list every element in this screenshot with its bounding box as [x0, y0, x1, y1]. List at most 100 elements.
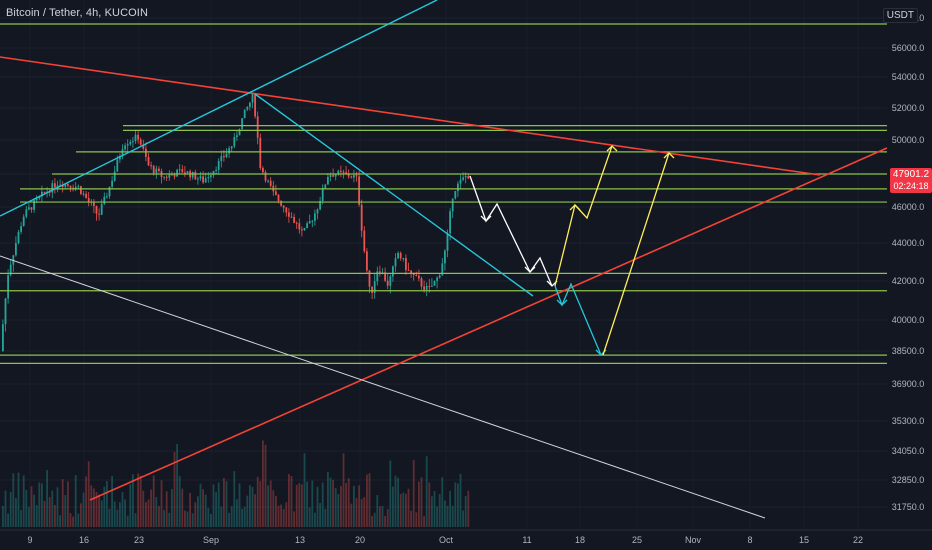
volume-bar	[306, 481, 308, 527]
candle-body	[43, 191, 46, 193]
volume-bar	[264, 444, 267, 527]
volume-bar	[332, 479, 334, 527]
volume-bar	[389, 460, 392, 527]
volume-bar	[139, 475, 142, 527]
candle-body	[319, 201, 321, 210]
price-tick-label: 44000.0	[892, 238, 925, 248]
volume-bar	[444, 500, 446, 527]
volume-bar	[98, 494, 100, 527]
volume-bar	[381, 505, 384, 527]
time-tick-label: Oct	[439, 535, 454, 545]
candle-body	[379, 271, 381, 273]
currency-button[interactable]: USDT	[882, 8, 918, 23]
volume-bar	[360, 498, 363, 527]
volume-bar	[9, 491, 12, 527]
candle-body	[342, 171, 345, 173]
candle-body	[93, 202, 95, 206]
volume-bar	[418, 481, 420, 527]
time-tick-label: 18	[575, 535, 585, 545]
time-tick-label: 8	[747, 535, 752, 545]
candle-body	[457, 183, 459, 192]
volume-bar	[22, 475, 25, 527]
last-price-value: 47901.2	[892, 169, 930, 180]
volume-bar	[282, 509, 285, 527]
candle-body	[207, 177, 210, 179]
candle-body	[334, 174, 337, 177]
symbol-title: Bitcoin / Tether, 4h, KUCOIN	[6, 7, 148, 19]
candle-body	[225, 153, 228, 158]
candle-body	[184, 172, 186, 174]
candle-body	[176, 169, 178, 177]
price-tick-label: 50000.0	[892, 135, 925, 145]
volume-bar	[256, 476, 259, 527]
time-tick-label: Sep	[203, 535, 219, 545]
arrow-head	[606, 145, 618, 152]
channel-upper-line	[0, 0, 438, 217]
candle-body	[366, 251, 368, 271]
volume-bar	[449, 490, 451, 527]
volume-bar	[17, 472, 20, 527]
volume-bar	[451, 505, 454, 527]
volume-bar	[197, 496, 199, 527]
candle-body	[145, 148, 147, 157]
volume-bar	[251, 487, 254, 527]
volume-bar	[173, 451, 176, 527]
time-axis: 9 16 23 Sep 13 20 Oct 11 18 25 Nov 8 15 22	[27, 535, 863, 545]
candle-body	[316, 209, 319, 214]
volume-bar	[184, 510, 186, 527]
volume-bar	[189, 493, 191, 527]
volume-bar	[80, 503, 82, 527]
volume-bar	[100, 500, 103, 527]
candle-body	[360, 204, 363, 231]
candle-body	[223, 156, 225, 158]
candle-body	[282, 205, 285, 208]
candle-body	[30, 207, 33, 210]
volume-bar	[56, 487, 59, 527]
candle-body	[428, 285, 431, 287]
time-tick-label: 15	[799, 535, 809, 545]
trend-lines	[0, 0, 888, 519]
volume-bar	[295, 484, 298, 527]
volume-bar	[207, 507, 210, 527]
candle-body	[116, 159, 119, 172]
candle-body	[431, 285, 433, 287]
candle-body	[20, 226, 22, 232]
volume-bar	[119, 502, 121, 527]
volume-bar	[191, 513, 194, 527]
candle-body	[314, 213, 316, 221]
time-tick-label: 13	[295, 535, 305, 545]
candle-body	[202, 176, 204, 183]
volume-bar	[82, 492, 85, 527]
candle-body	[399, 252, 402, 259]
volume-bar	[321, 482, 324, 527]
price-axis-panel[interactable]	[887, 0, 932, 530]
candle-body	[249, 102, 251, 107]
volume-bar	[371, 515, 373, 527]
candle-body	[368, 270, 371, 287]
projection-path-yellow-1	[554, 145, 613, 287]
candle-body	[371, 286, 373, 293]
volume-bar	[51, 490, 54, 527]
volume-bar	[199, 483, 202, 527]
volume-bar	[246, 495, 249, 527]
time-axis-panel[interactable]	[0, 530, 932, 550]
volume-bar	[412, 459, 415, 527]
candle-body	[69, 185, 72, 188]
volume-bar	[410, 510, 412, 527]
volume-bar	[243, 506, 246, 527]
candle-body	[412, 273, 415, 276]
candle-body	[256, 116, 259, 138]
candle-body	[155, 168, 158, 173]
volume-bar	[77, 513, 80, 527]
volume-bar	[25, 489, 28, 527]
candle-body	[308, 221, 311, 224]
volume-bar	[441, 477, 444, 527]
candle-body	[158, 168, 160, 171]
volume-bar	[210, 513, 212, 527]
candle-body	[288, 212, 290, 217]
candle-body	[373, 281, 376, 293]
candlestick-series	[2, 92, 470, 352]
candle-body	[236, 135, 238, 138]
uptrend-line	[89, 147, 888, 501]
